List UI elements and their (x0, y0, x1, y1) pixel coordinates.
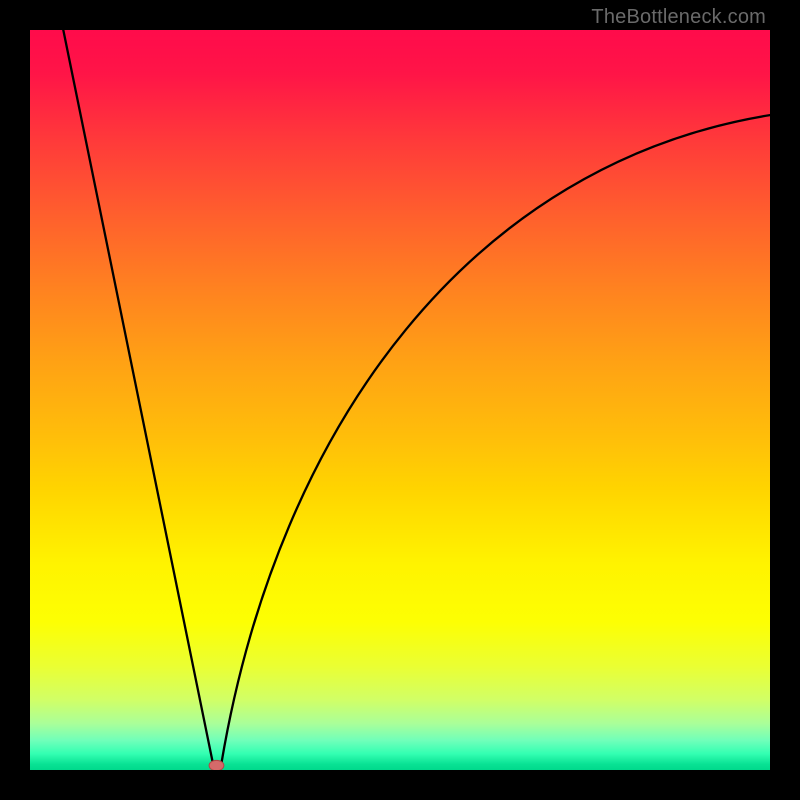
curve-layer (30, 30, 770, 770)
attribution-text: TheBottleneck.com (591, 6, 766, 29)
plot-area (30, 30, 770, 770)
bottleneck-curve (63, 30, 770, 766)
minimum-marker (209, 760, 224, 770)
